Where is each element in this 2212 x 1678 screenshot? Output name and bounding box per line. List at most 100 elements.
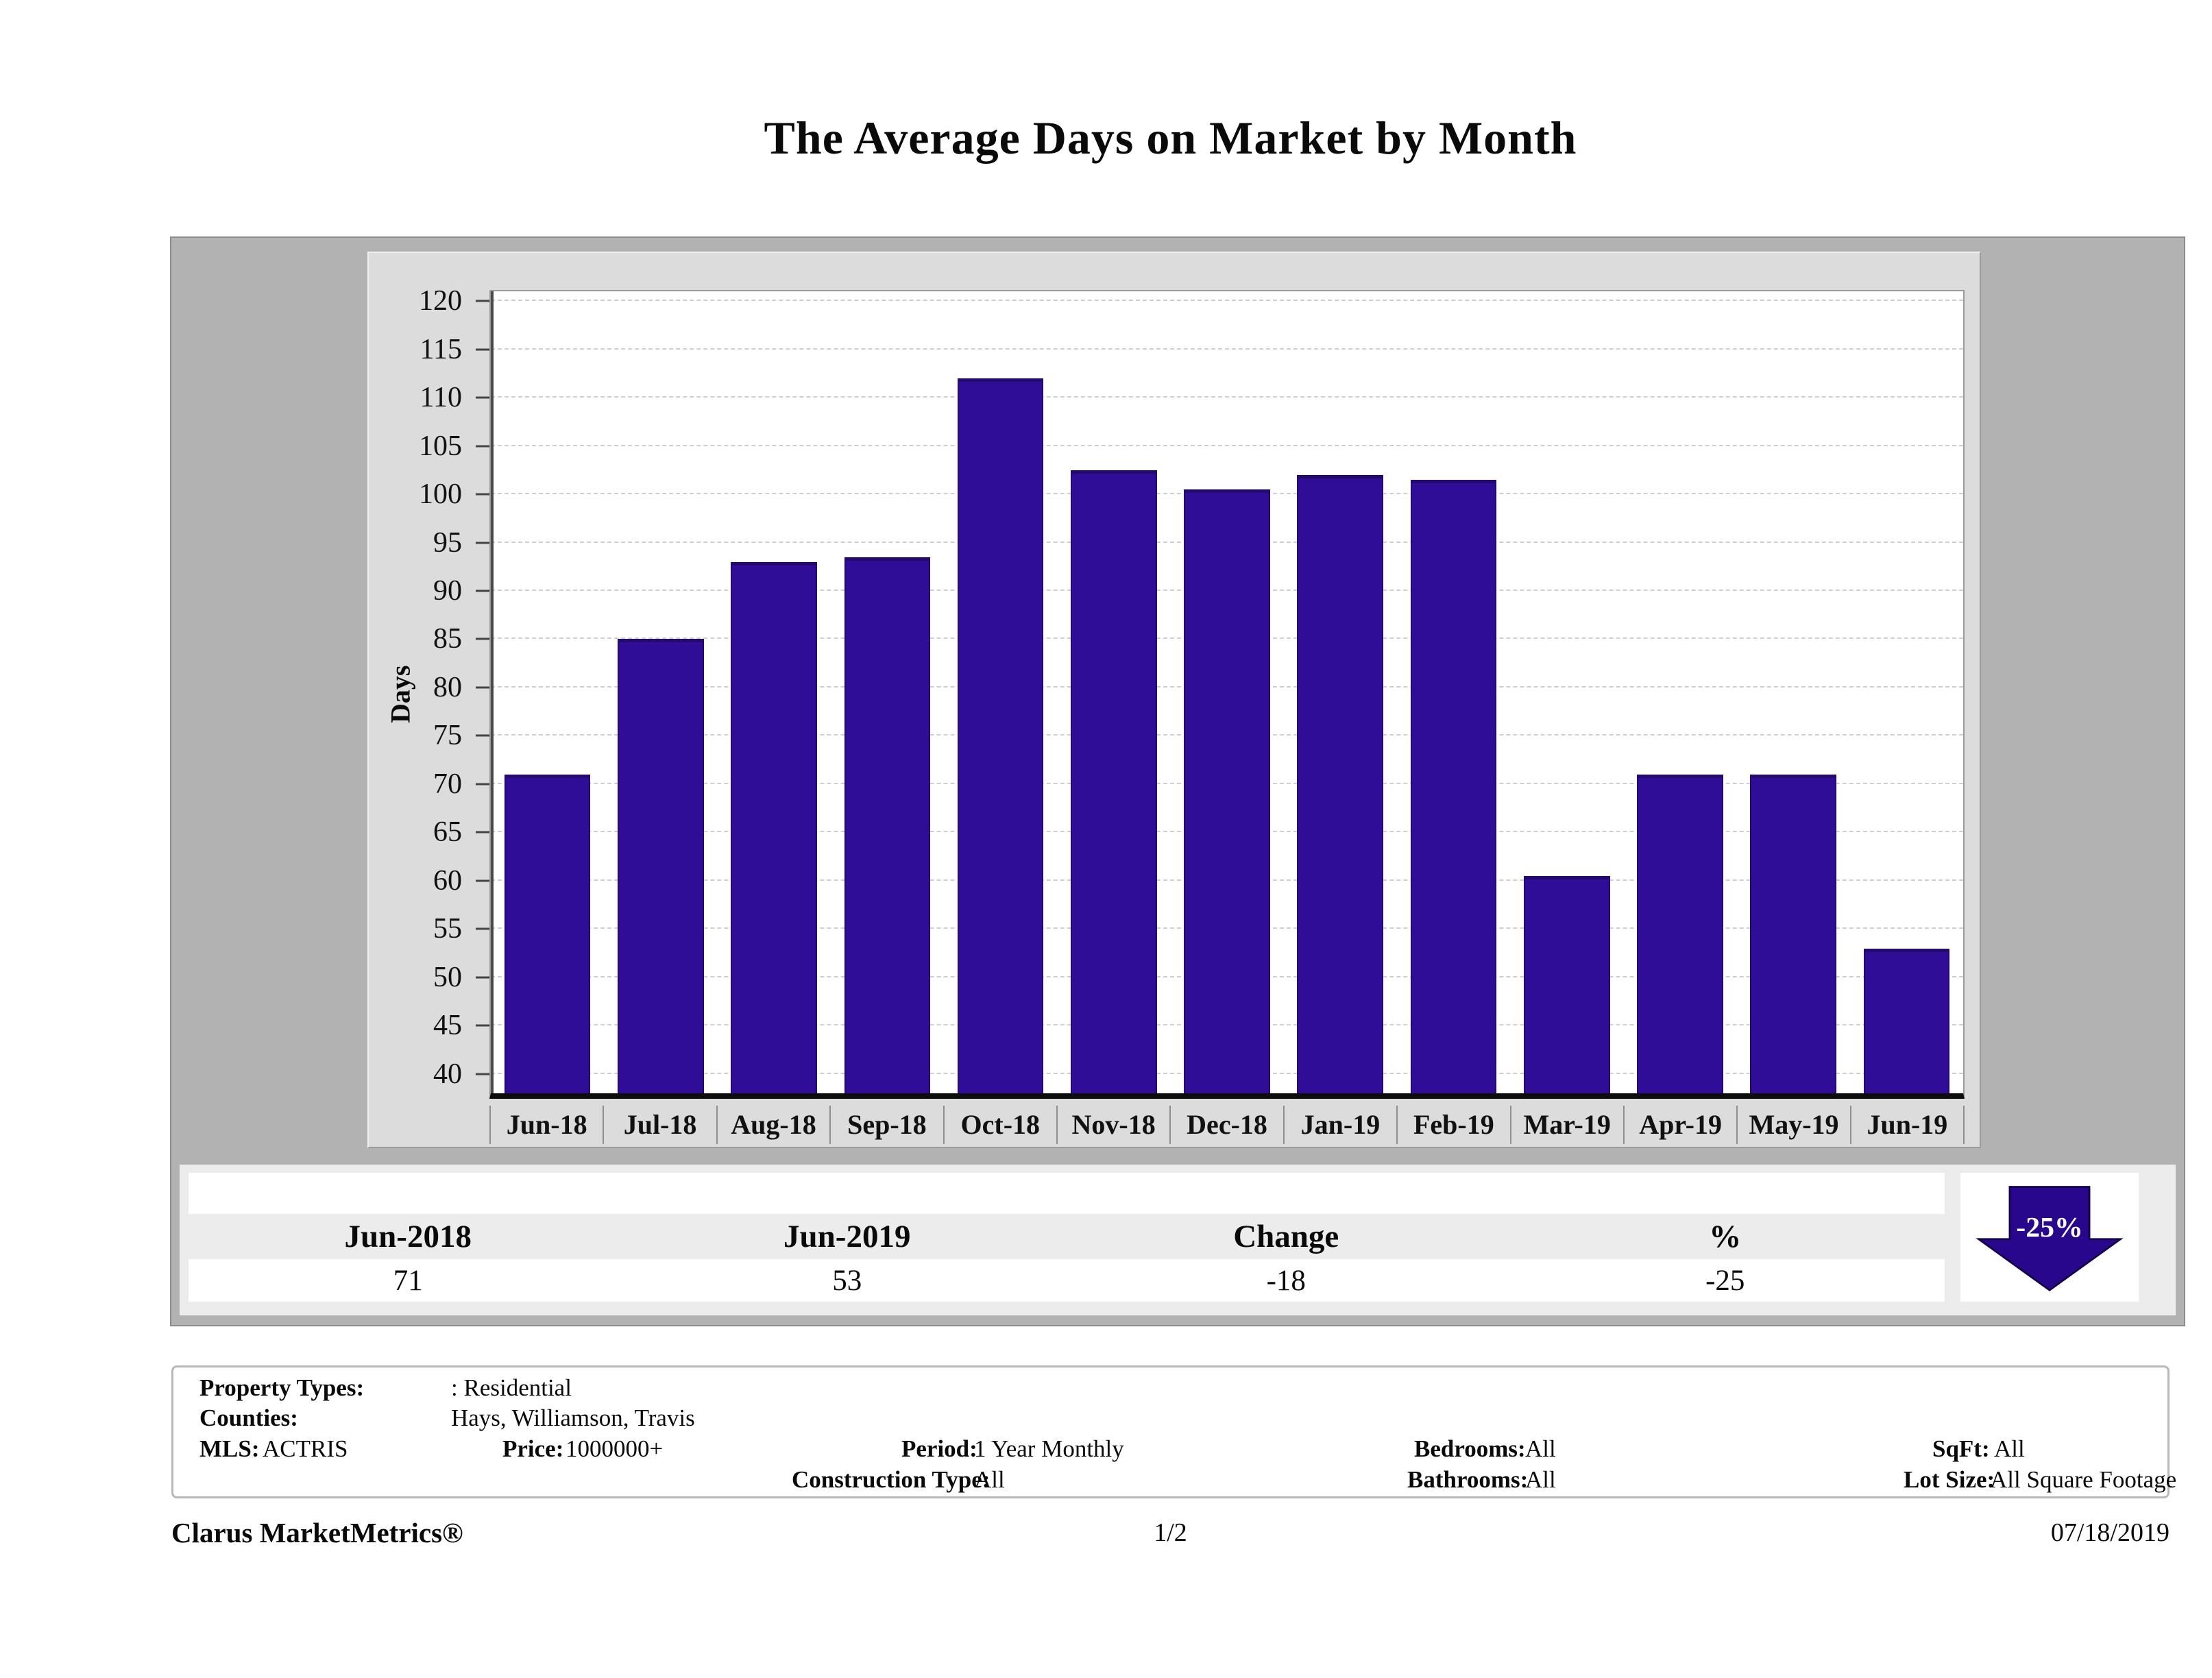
property-types-value: : Residential (451, 1374, 572, 1401)
y-tick-mark-45 (476, 1024, 489, 1027)
summary-table-header: Jun-2018 Jun-2019 Change % (189, 1215, 1945, 1258)
y-tick-label-85: 85 (433, 623, 462, 655)
bar-Oct-18 (957, 378, 1044, 1093)
summary-value-change: -18 (1266, 1264, 1306, 1297)
x-tick-label-Mar-19: Mar-19 (1511, 1106, 1625, 1144)
x-tick-label-Sep-18: Sep-18 (831, 1106, 945, 1144)
y-tick-mark-105 (476, 445, 489, 448)
bar-Apr-19 (1637, 774, 1723, 1093)
y-tick-mark-70 (476, 783, 489, 786)
y-tick-label-65: 65 (433, 816, 462, 849)
bathrooms-label: Bathrooms: (1407, 1466, 1529, 1493)
y-tick-label-55: 55 (433, 913, 462, 945)
y-tick-mark-40 (476, 1073, 489, 1075)
y-tick-label-75: 75 (433, 720, 462, 752)
bar-Feb-19 (1410, 479, 1497, 1093)
x-tick-label-Aug-18: Aug-18 (718, 1106, 831, 1144)
filter-details-box: Property Types: : Residential Counties: … (171, 1365, 2176, 1498)
bar-Jul-18 (618, 639, 704, 1093)
counties-label: Counties: (199, 1405, 298, 1431)
bar-Mar-19 (1523, 875, 1610, 1093)
y-tick-label-110: 110 (420, 382, 462, 414)
y-tick-mark-90 (476, 589, 489, 592)
price-value: 1000000+ (566, 1435, 664, 1462)
summary-table-values: 71 53 -18 -25 (189, 1259, 1945, 1302)
bar-slot-Aug-18 (717, 291, 830, 1093)
x-tick-label-Oct-18: Oct-18 (945, 1106, 1058, 1144)
x-tick-label-Dec-18: Dec-18 (1171, 1106, 1285, 1144)
footer-date: 07/18/2019 (2050, 1518, 2170, 1547)
lot-size-value: All Square Footage (1990, 1466, 2177, 1493)
x-tick-label-Jan-19: Jan-19 (1285, 1106, 1398, 1144)
bar-slot-May-19 (1737, 291, 1850, 1093)
construction-type-value: All (974, 1466, 1005, 1493)
x-tick-label-Jun-18: Jun-18 (489, 1106, 605, 1144)
property-types-label: Property Types: (199, 1374, 365, 1401)
trend-indicator: -25% (1960, 1173, 2139, 1302)
y-tick-label-60: 60 (433, 864, 462, 897)
bar-slot-Feb-19 (1397, 291, 1510, 1093)
chart-panel: Days 40 45 50 55 60 65 70 75 80 85 90 95 100 105 110 11… (367, 252, 1981, 1148)
x-tick-label-May-19: May-19 (1738, 1106, 1851, 1144)
summary-header-percent: % (1709, 1219, 1742, 1254)
summary-header-jun-2018: Jun-2018 (344, 1219, 472, 1254)
y-tick-mark-85 (476, 637, 489, 640)
summary-header-jun-2019: Jun-2019 (783, 1219, 911, 1254)
summary-empty-row (189, 1173, 1945, 1214)
bar-slot-Dec-18 (1170, 291, 1283, 1093)
y-tick-label-70: 70 (433, 768, 462, 800)
x-tick-label-Jun-19: Jun-19 (1851, 1106, 1965, 1144)
trend-label: -25% (2016, 1212, 2082, 1243)
bedrooms-value: All (1525, 1435, 1556, 1462)
x-tick-label-Apr-19: Apr-19 (1625, 1106, 1738, 1144)
period-value: 1 Year Monthly (974, 1435, 1124, 1462)
y-tick-mark-110 (476, 396, 489, 399)
bedrooms-label: Bedrooms: (1414, 1435, 1526, 1462)
mls-value: ACTRIS (263, 1435, 348, 1462)
plot-area (489, 290, 1965, 1099)
summary-value-jun-2018: 71 (393, 1264, 423, 1297)
bar-slot-Sep-18 (831, 291, 944, 1093)
bar-Jun-18 (504, 774, 591, 1093)
x-tick-label-Feb-19: Feb-19 (1398, 1106, 1511, 1144)
y-tick-label-45: 45 (433, 1010, 462, 1042)
bathrooms-value: All (1525, 1466, 1556, 1493)
y-tick-mark-50 (476, 976, 489, 979)
price-label: Price: (502, 1435, 564, 1462)
y-tick-label-115: 115 (420, 333, 462, 365)
bar-slot-Oct-18 (944, 291, 1057, 1093)
bar-slot-Jun-19 (1850, 291, 1963, 1093)
y-tick-mark-55 (476, 927, 489, 930)
sqft-value: All (1994, 1435, 2025, 1462)
bar-slot-Jan-19 (1284, 291, 1397, 1093)
y-tick-label-100: 100 (419, 478, 462, 511)
y-tick-label-80: 80 (433, 671, 462, 703)
summary-value-percent: -25 (1705, 1264, 1745, 1297)
bar-Sep-18 (844, 557, 931, 1093)
plot-inner (491, 291, 1963, 1093)
y-tick-label-40: 40 (433, 1058, 462, 1090)
chart-block: Days 40 45 50 55 60 65 70 75 80 85 90 95 100 105 110 11… (170, 236, 2185, 1326)
y-tick-mark-75 (476, 734, 489, 737)
down-arrow-icon: -25% (1976, 1186, 2124, 1291)
bar-Jan-19 (1297, 474, 1384, 1093)
bar-Aug-18 (731, 561, 817, 1093)
summary-panel: Jun-2018 Jun-2019 Change % 71 53 -18 -25… (180, 1165, 2176, 1315)
y-axis: 40 45 50 55 60 65 70 75 80 85 90 95 100 105 110 115 120 (369, 287, 489, 1093)
gridline-110 (491, 396, 1963, 398)
y-tick-label-50: 50 (433, 961, 462, 993)
y-tick-label-120: 120 (419, 285, 462, 317)
y-tick-mark-60 (476, 879, 489, 882)
x-tick-label-Nov-18: Nov-18 (1058, 1106, 1171, 1144)
gridline-115 (491, 348, 1963, 350)
bar-May-19 (1750, 774, 1836, 1093)
summary-header-change: Change (1233, 1219, 1339, 1254)
bar-slot-Nov-18 (1057, 291, 1170, 1093)
lot-size-label: Lot Size: (1904, 1466, 1995, 1493)
y-tick-label-105: 105 (419, 430, 462, 462)
y-tick-mark-80 (476, 686, 489, 689)
bar-series (491, 291, 1963, 1093)
y-tick-mark-95 (476, 542, 489, 544)
construction-type-label: Construction Type: (792, 1466, 990, 1493)
gridline-120 (491, 300, 1963, 302)
